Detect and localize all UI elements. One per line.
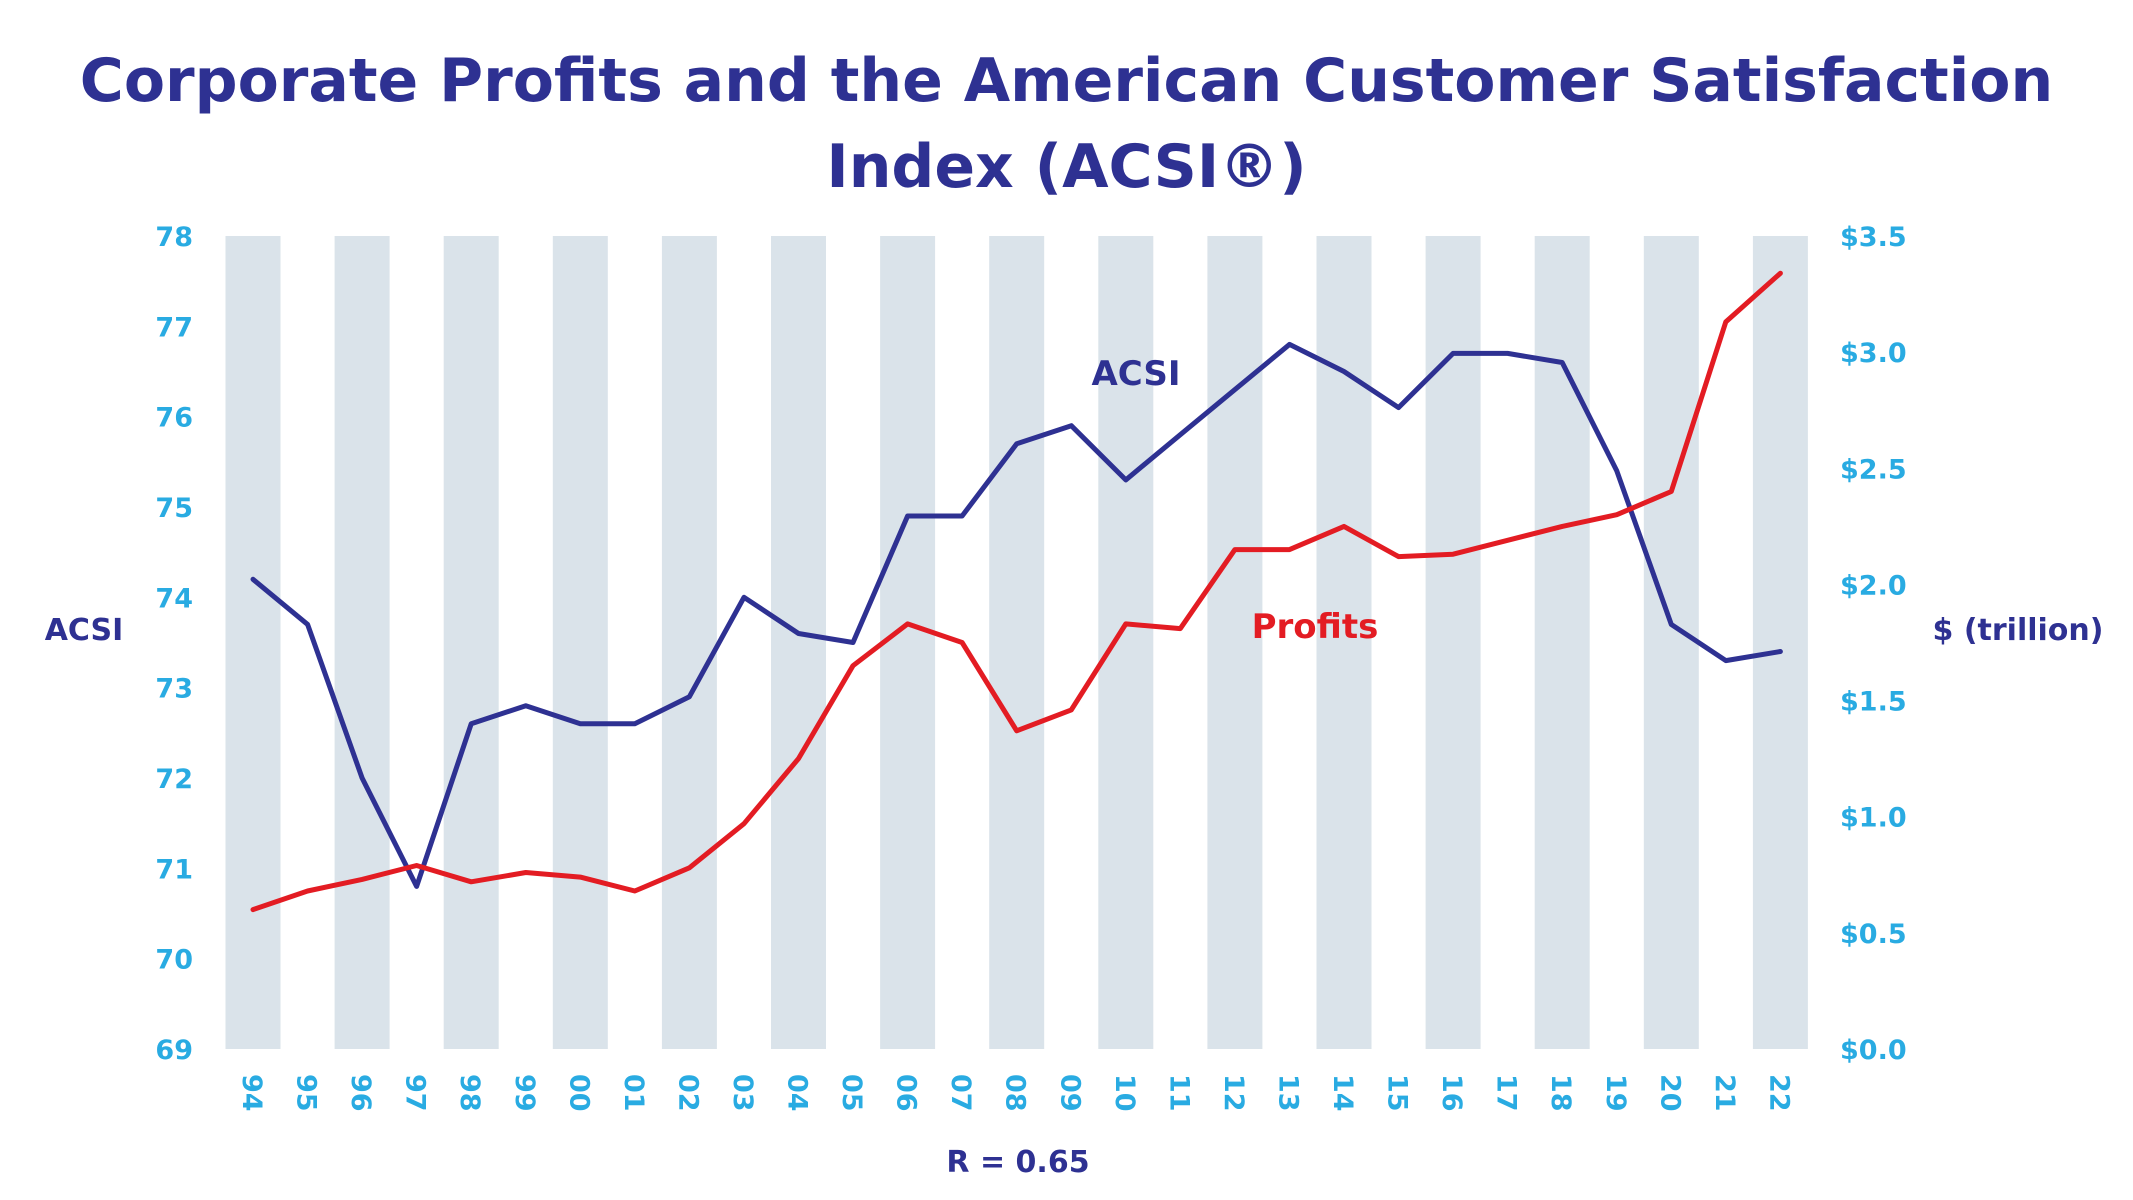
series-lines — [250, 270, 1783, 913]
x-tick-12: 12 — [1218, 1074, 1249, 1112]
x-tick-07: 07 — [945, 1074, 976, 1112]
chart-title: Corporate Profits and the American Custo… — [79, 46, 2054, 202]
stripe-98 — [443, 236, 499, 1049]
left-tick-73: 73 — [155, 674, 193, 705]
right-axis-label: $ (trillion) — [1933, 613, 2104, 648]
x-tick-16: 16 — [1436, 1074, 1467, 1112]
x-tick-95: 95 — [291, 1074, 322, 1112]
x-tick-99: 99 — [509, 1074, 540, 1112]
right-tick-1.0: $1.0 — [1840, 803, 1907, 834]
x-tick-02: 02 — [672, 1074, 703, 1112]
right-tick-0.0: $0.0 — [1840, 1035, 1907, 1066]
x-tick-19: 19 — [1600, 1074, 1631, 1112]
x-axis-ticks: 94 95 96 97 98 99 00 01 02 03 04 05 06 07 08 09 10 11 12 13… — [236, 1074, 1794, 1112]
right-axis-ticks: $0.0 $0.5 $1.0 $1.5 $2.0 $2.5 $3.0 $3.5 — [1840, 222, 1907, 1066]
x-tick-96: 96 — [345, 1074, 376, 1112]
stripe-08 — [989, 236, 1045, 1049]
x-tick-98: 98 — [454, 1074, 485, 1112]
x-tick-06: 06 — [891, 1074, 922, 1112]
x-tick-05: 05 — [836, 1074, 867, 1112]
stripe-20 — [1643, 236, 1699, 1049]
x-tick-04: 04 — [782, 1074, 813, 1112]
right-tick-3.0: $3.0 — [1840, 338, 1907, 369]
correlation-annotation: R = 0.65 — [946, 1145, 1089, 1180]
right-tick-1.5: $1.5 — [1840, 687, 1907, 718]
right-tick-3.5: $3.5 — [1840, 222, 1907, 253]
x-tick-00: 00 — [563, 1074, 594, 1112]
stripe-06 — [880, 236, 936, 1049]
x-tick-10: 10 — [1109, 1074, 1140, 1112]
x-tick-17: 17 — [1491, 1074, 1522, 1112]
left-tick-74: 74 — [155, 583, 193, 614]
x-tick-20: 20 — [1654, 1074, 1685, 1112]
stripe-00 — [552, 236, 608, 1049]
left-tick-70: 70 — [155, 945, 193, 976]
left-tick-78: 78 — [155, 222, 193, 253]
x-tick-18: 18 — [1545, 1074, 1576, 1112]
stripe-04 — [771, 236, 826, 1049]
x-tick-97: 97 — [400, 1074, 431, 1112]
x-tick-09: 09 — [1054, 1074, 1085, 1112]
left-tick-76: 76 — [155, 403, 193, 434]
right-tick-2.0: $2.0 — [1840, 570, 1907, 601]
right-tick-0.5: $0.5 — [1840, 919, 1907, 950]
x-tick-13: 13 — [1272, 1074, 1303, 1112]
stripe-10 — [1098, 236, 1154, 1049]
x-tick-22: 22 — [1763, 1074, 1794, 1112]
stripe-18 — [1534, 236, 1590, 1049]
left-tick-69: 69 — [155, 1035, 193, 1066]
x-tick-11: 11 — [1163, 1074, 1194, 1112]
left-tick-77: 77 — [155, 312, 193, 343]
x-tick-21: 21 — [1709, 1074, 1740, 1112]
series-label-profits: Profits — [1252, 607, 1379, 647]
x-tick-14: 14 — [1327, 1074, 1358, 1112]
x-tick-01: 01 — [618, 1074, 649, 1112]
stripe-22 — [1752, 236, 1808, 1049]
stripe-16 — [1425, 236, 1481, 1049]
line-profits — [250, 270, 1783, 913]
x-tick-94: 94 — [236, 1074, 267, 1112]
series-label-acsi: ACSI — [1091, 354, 1180, 394]
left-axis-ticks: 69 70 71 72 73 74 75 76 77 78 — [155, 222, 193, 1066]
stripe-94 — [225, 236, 281, 1049]
left-tick-75: 75 — [155, 493, 193, 524]
left-tick-72: 72 — [155, 764, 193, 795]
right-tick-2.5: $2.5 — [1840, 454, 1907, 485]
x-tick-03: 03 — [727, 1074, 758, 1112]
left-tick-71: 71 — [155, 854, 193, 885]
left-axis-label: ACSI — [45, 613, 124, 648]
line-acsi — [250, 341, 1783, 889]
x-tick-15: 15 — [1382, 1074, 1413, 1112]
stripe-96 — [334, 236, 390, 1049]
stripe-02 — [661, 236, 717, 1049]
background-stripes — [225, 236, 1808, 1049]
x-tick-08: 08 — [1000, 1074, 1031, 1112]
